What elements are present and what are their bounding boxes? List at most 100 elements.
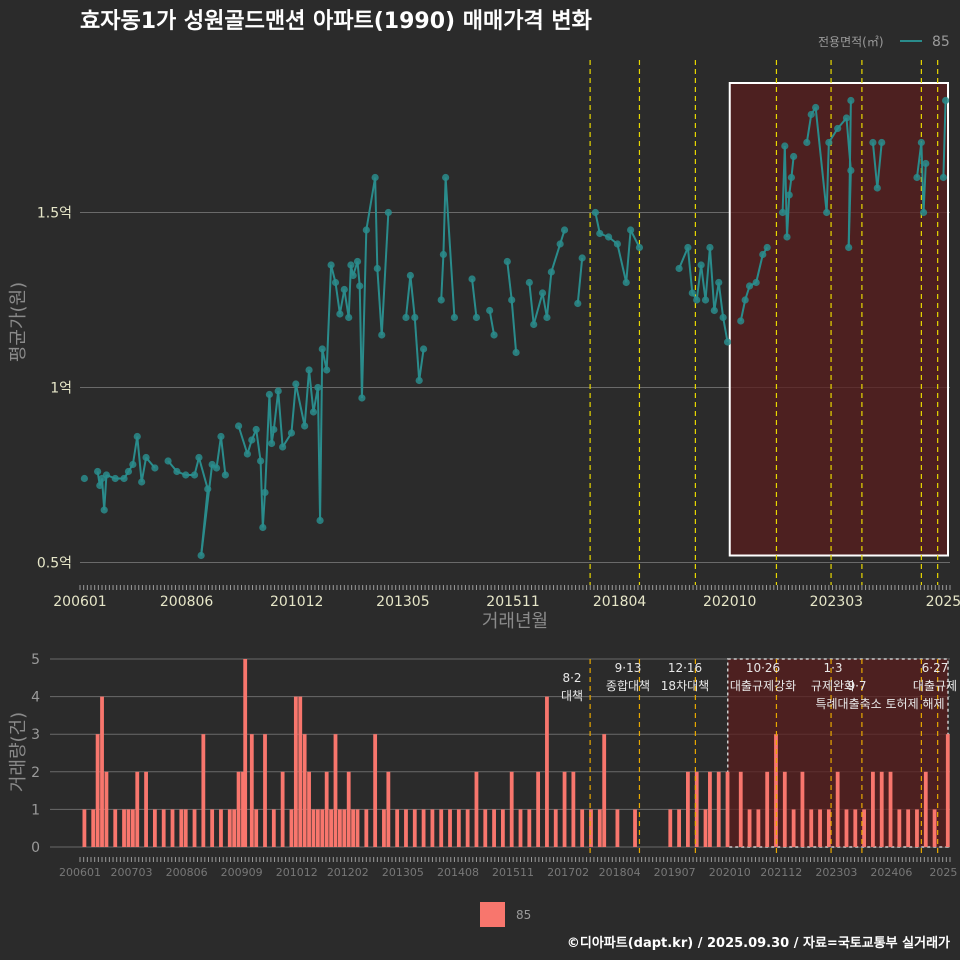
price-line-segment [686, 247, 694, 294]
volume-bar [241, 771, 245, 847]
price-point [530, 320, 538, 329]
price-line-segment [272, 390, 280, 430]
volume-bar [293, 696, 298, 847]
price-point [274, 387, 282, 395]
highlight-region [728, 82, 949, 557]
volume-bar [871, 771, 875, 847]
price-point [787, 173, 796, 182]
volume-bar [122, 809, 126, 847]
volume-panel: 0 1 2 3 4 5 8·2 대책 9·13 종합대책 12·16 18차대책 10·26 대출규제강화… [31, 652, 957, 879]
y-axis-title-volume: 거래량(건) [8, 712, 29, 792]
volume-bar [915, 809, 919, 847]
volume-x-tick-label: 201907 [654, 866, 696, 879]
price-line-segment [215, 436, 222, 469]
volume-bar [668, 809, 673, 847]
price-line-segment [847, 100, 852, 248]
volume-bar [897, 809, 902, 847]
volume-bar [236, 771, 241, 847]
volume-bar [329, 809, 333, 847]
price-point [212, 464, 221, 472]
price-line-segment [131, 436, 139, 465]
price-point [834, 124, 842, 133]
volume-bar [853, 809, 858, 847]
price-line-segment [409, 275, 416, 318]
price-point [845, 243, 853, 252]
policy-annotation-label: 대책 [561, 688, 583, 703]
price-point [309, 408, 318, 416]
price-point [252, 425, 260, 434]
price-y-tick-label: 1.5억 [37, 206, 72, 222]
price-point [102, 471, 111, 479]
price-point [419, 345, 428, 353]
price-point [217, 432, 225, 441]
volume-x-tick-label: 201511 [492, 866, 534, 879]
volume-bar [553, 809, 558, 847]
price-point [437, 296, 445, 304]
volume-bar [271, 809, 276, 847]
volume-bar [219, 809, 223, 847]
policy-annotation-label: 규제완화 [811, 679, 855, 693]
volume-bar [307, 771, 311, 847]
policy-annotation-date: 9·13 [615, 661, 642, 675]
volume-bar [945, 734, 950, 847]
volume-bar [708, 771, 712, 847]
price-point [268, 439, 276, 448]
price-line-segment [325, 264, 333, 371]
volume-bar [677, 809, 681, 847]
legend-series-label: 85 [932, 34, 950, 50]
volume-bar [835, 771, 840, 847]
price-line-segment [277, 390, 284, 448]
legend-title: 전용면적(㎡) [818, 35, 884, 49]
price-line-segment [717, 282, 725, 318]
price-x-tick-label: 200601 [53, 594, 106, 610]
price-point [261, 488, 269, 497]
price-point [173, 467, 181, 476]
price-point [939, 173, 947, 182]
volume-bar [183, 809, 188, 847]
price-point [190, 471, 199, 479]
price-point [556, 240, 564, 248]
price-line-segment [444, 177, 456, 318]
price-point [737, 317, 745, 325]
price-point [439, 250, 448, 259]
source-credit: ©디아파트(dapt.kr) / 2025.09.30 / 자료=국토교통부 실… [567, 935, 950, 951]
volume-x-tick-label: 200806 [166, 866, 208, 879]
price-point [120, 474, 128, 483]
volume-bar [263, 734, 267, 847]
price-line-segment [532, 292, 544, 325]
price-point [508, 296, 516, 304]
volume-x-tick-label: 201804 [599, 866, 641, 879]
price-point [80, 474, 89, 483]
price-point [715, 278, 723, 287]
policy-annotation-date: 8·2 [562, 671, 581, 685]
price-point [287, 429, 296, 437]
volume-bar [289, 809, 294, 847]
volume-bar [809, 809, 814, 847]
volume-bar [315, 809, 320, 847]
volume-bar [518, 809, 523, 847]
policy-annotation-date: 1·3 [823, 661, 842, 675]
price-point [358, 394, 366, 402]
volume-bar [782, 771, 787, 847]
price-line-segment [510, 299, 518, 353]
volume-bar [298, 696, 303, 847]
price-point [693, 296, 701, 304]
price-x-tick-label: 201804 [593, 594, 647, 610]
volume-bar [311, 809, 316, 847]
price-line-segment [376, 268, 383, 336]
volume-y-tick-label: 0 [31, 840, 40, 856]
price-point [869, 138, 877, 147]
price-point [759, 250, 767, 259]
volume-bar [492, 809, 496, 847]
policy-annotation-label: 종합대책 [606, 678, 650, 693]
price-point [807, 110, 815, 119]
price-line-segment [136, 436, 143, 483]
price-point [327, 261, 335, 269]
price-point [781, 142, 789, 150]
volume-bar [324, 771, 329, 847]
volume-y-tick-label: 2 [31, 765, 40, 781]
volume-bar [562, 771, 567, 847]
volume-bar [448, 809, 452, 847]
price-point [783, 233, 791, 241]
price-point [779, 208, 787, 217]
